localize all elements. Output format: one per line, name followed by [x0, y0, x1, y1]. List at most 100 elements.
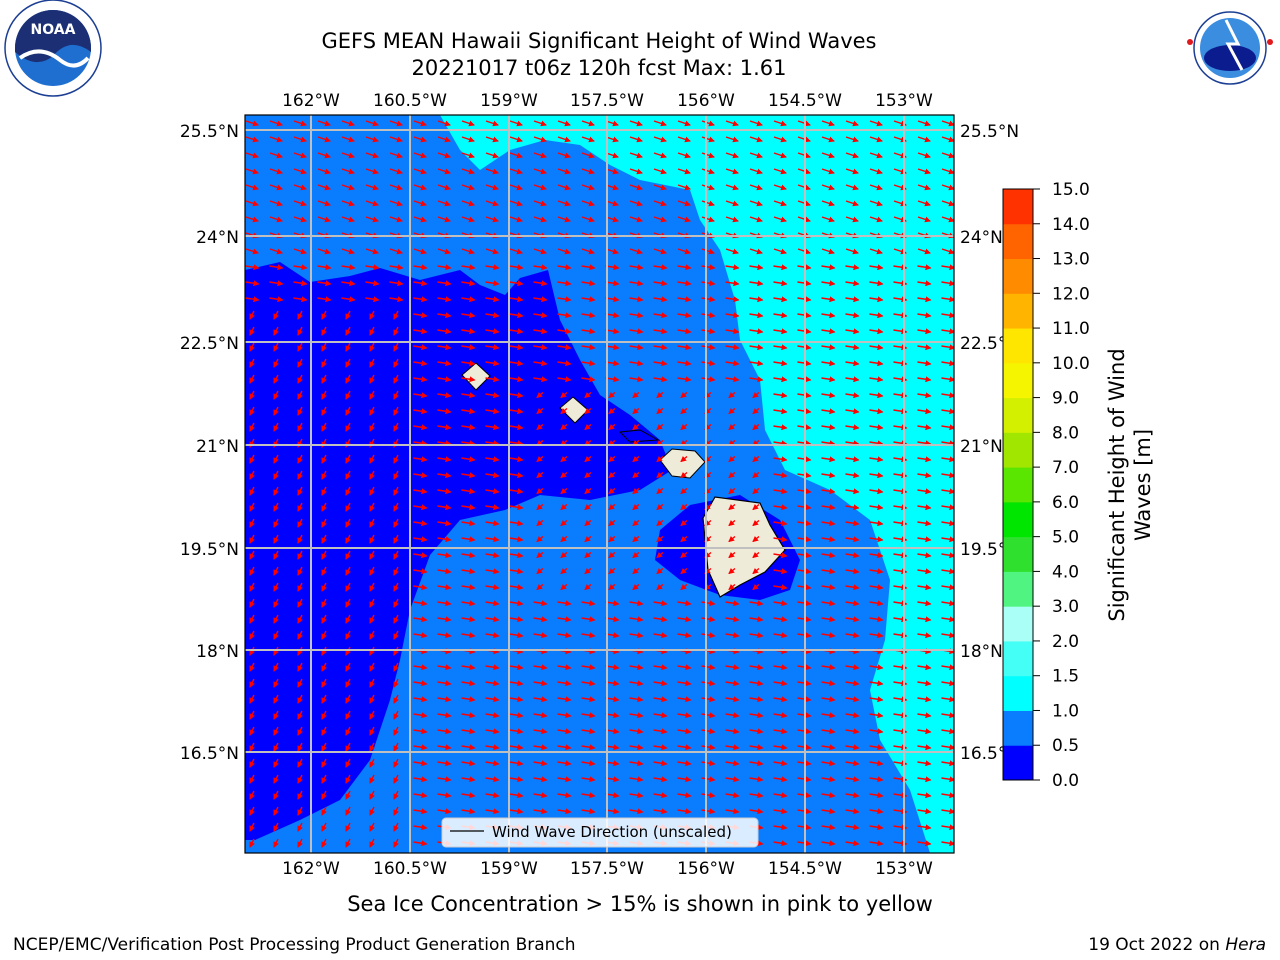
wind-arrow-434: [581, 344, 596, 351]
wind-arrow-628: [917, 440, 932, 447]
wind-arrow-710: [728, 487, 736, 495]
wind-arrow-449: [941, 344, 954, 351]
wind-arrow-725: [369, 502, 375, 512]
wind-arrow-552: [536, 407, 544, 415]
wind-arrow-849: [461, 568, 476, 575]
wind-arrow-933: [321, 614, 327, 624]
wind-arrow-28: [917, 120, 931, 127]
wind-arrow-378: [677, 312, 692, 319]
wind-arrow-514: [345, 390, 351, 400]
wind-arrow-496: [629, 376, 644, 383]
wind-arrow-342: [533, 296, 548, 303]
wind-arrow-518: [437, 392, 452, 399]
wind-arrow-441: [749, 344, 764, 351]
wind-arrow-391: [273, 326, 279, 336]
wind-arrow-892: [773, 584, 788, 591]
wind-arrow-394: [345, 326, 351, 336]
wind-arrow-56: [869, 136, 883, 143]
wind-arrow-385: [845, 312, 860, 319]
wind-arrow-894: [821, 584, 836, 591]
wind-arrow-681: [752, 471, 760, 479]
wind-arrow-720: [249, 502, 255, 512]
wind-arrow-715: [845, 488, 860, 495]
wind-arrow-955: [845, 616, 860, 623]
colorbar-tick-label-11: 9.0: [1052, 389, 1079, 409]
wind-arrow-336: [389, 296, 404, 303]
wind-arrow-459: [461, 360, 476, 367]
wind-arrow-260: [725, 248, 739, 255]
wind-arrow-878: [437, 584, 452, 591]
wind-arrow-466: [629, 360, 644, 367]
wind-arrow-290: [725, 264, 740, 271]
wind-arrow-71: [509, 152, 523, 159]
wind-arrow-561: [752, 407, 760, 415]
wind-arrow-322: [773, 280, 788, 287]
wind-arrow-629: [941, 440, 954, 447]
wind-arrow-370: [485, 312, 500, 319]
wind-arrow-6: [389, 120, 403, 127]
lat-label-right-5: 18°N: [960, 642, 1003, 662]
wind-arrow-128: [437, 184, 451, 191]
wind-arrow-497: [653, 376, 668, 383]
wind-arrow-109: [701, 168, 715, 175]
wind-arrow-820: [485, 552, 500, 559]
wind-arrow-7: [413, 120, 427, 127]
wind-arrow-372: [533, 312, 548, 319]
colorbar-tick-label-14: 12.0: [1052, 284, 1090, 304]
wind-arrow-641: [509, 456, 524, 463]
wind-arrow-644: [584, 455, 592, 463]
wind-arrow-556: [632, 407, 640, 415]
wind-arrow-490: [485, 376, 500, 383]
wind-arrow-796: [632, 535, 640, 543]
wind-arrow-41: [509, 136, 523, 143]
wind-arrow-902: [297, 598, 303, 608]
wind-arrow-343: [557, 296, 572, 303]
wind-arrow-692: [297, 486, 303, 496]
wind-arrow-325: [845, 280, 860, 287]
wind-arrow-65: [365, 152, 379, 159]
wind-arrow-201: [749, 216, 763, 223]
wind-arrow-702: [536, 487, 544, 495]
wind-arrow-155: [365, 200, 379, 207]
wind-arrow-689: [941, 472, 954, 479]
colorbar: 0.0 0.5 1.0 1.5 2.0 3.0 4.0 5.0 6.0 7.0 8.0 9.0 10.0…: [1002, 180, 1155, 791]
wind-arrow-436: [629, 344, 644, 351]
wind-arrow-966: [393, 630, 399, 640]
wind-arrow-508: [917, 376, 932, 383]
wind-arrow-723: [321, 502, 327, 512]
wind-arrow-868: [917, 568, 932, 575]
wind-arrow-166: [629, 200, 643, 207]
wind-arrow-925: [845, 600, 860, 607]
wind-arrow-47: [653, 136, 667, 143]
wind-arrow-208: [917, 216, 931, 223]
wind-arrow-356: [869, 296, 884, 303]
wind-arrow-782: [297, 534, 303, 544]
wind-arrow-129: [461, 184, 475, 191]
wind-arrow-42: [533, 136, 547, 143]
wind-arrow-13: [557, 120, 571, 127]
wind-arrow-876: [393, 582, 399, 592]
wind-arrow-958: [917, 616, 932, 623]
wind-arrow-770: [728, 519, 736, 527]
wind-arrow-419: [941, 328, 954, 335]
wind-arrow-941: [509, 616, 524, 623]
wind-arrow-154: [341, 200, 355, 207]
wind-arrow-380: [725, 312, 740, 319]
wind-arrow-911: [509, 600, 524, 607]
wind-arrow-787: [413, 536, 428, 543]
wind-arrow-247: [413, 248, 427, 255]
wind-arrow-680: [728, 471, 736, 479]
wind-arrow-310: [485, 280, 500, 287]
wind-arrow-840: [249, 566, 255, 576]
wind-arrow-711: [752, 487, 760, 495]
wind-arrow-392: [297, 326, 303, 336]
wind-arrow-553: [560, 407, 568, 415]
wind-arrow-289: [701, 264, 716, 271]
wind-arrow-534: [821, 392, 836, 399]
wind-arrow-209: [941, 216, 954, 223]
colorbar-swatch-9: [1003, 432, 1033, 468]
wind-arrow-17: [653, 120, 667, 127]
wind-arrow-54: [821, 136, 835, 143]
wind-arrow-871: [273, 582, 279, 592]
wind-arrow-249: [461, 248, 475, 255]
